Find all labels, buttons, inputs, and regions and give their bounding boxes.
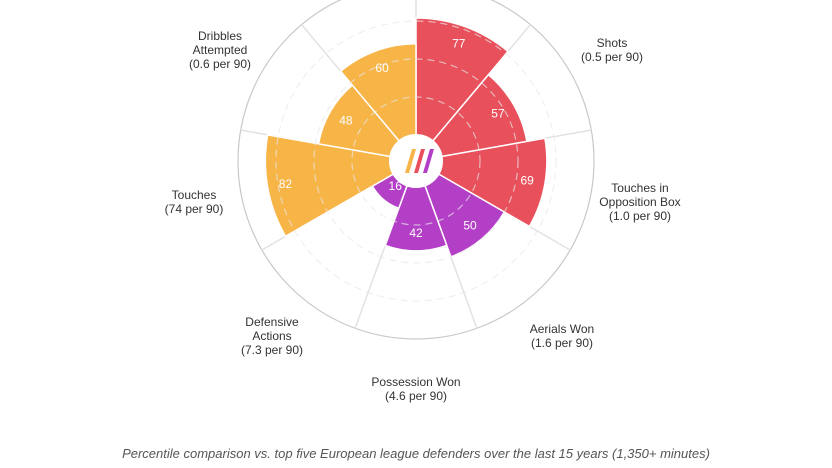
logo-stripe <box>405 149 416 173</box>
hub <box>389 134 443 188</box>
value-label: 77 <box>452 37 466 51</box>
ring-guide-75 <box>275 20 557 302</box>
ring-guide-25 <box>351 96 481 226</box>
value-label: 16 <box>389 179 403 193</box>
ring-75 <box>275 20 557 302</box>
value-label: 50 <box>463 218 477 232</box>
axis-label: Aerials Won (1.6 per 90) <box>529 322 595 350</box>
axis-label: Touches in Opposition Box (1.0 per 90) <box>599 181 681 223</box>
outer-ring <box>237 0 595 340</box>
value-label: 57 <box>491 107 505 121</box>
axis-label: Dribbles Attempted (0.6 per 90) <box>188 29 252 71</box>
logo-stripe <box>423 149 434 173</box>
value-label: 48 <box>339 114 353 128</box>
chart-caption: Percentile comparison vs. top five Europ… <box>122 446 710 461</box>
logo-stripe <box>414 149 425 173</box>
value-label: 60 <box>375 61 389 75</box>
ring-25 <box>351 96 481 226</box>
value-label: 82 <box>279 177 293 191</box>
ring-50 <box>313 58 519 264</box>
value-label: 42 <box>409 226 423 240</box>
value-label: 69 <box>520 174 534 188</box>
logo-icon <box>405 149 434 173</box>
axis-label: Shots (0.5 per 90) <box>580 36 644 64</box>
axis-label: Touches (74 per 90) <box>164 188 224 216</box>
axis-label: Defensive Actions (7.3 per 90) <box>240 315 304 357</box>
ring-guide-50 <box>313 58 519 264</box>
axis-label: Possession Won (4.6 per 90) <box>371 375 461 403</box>
